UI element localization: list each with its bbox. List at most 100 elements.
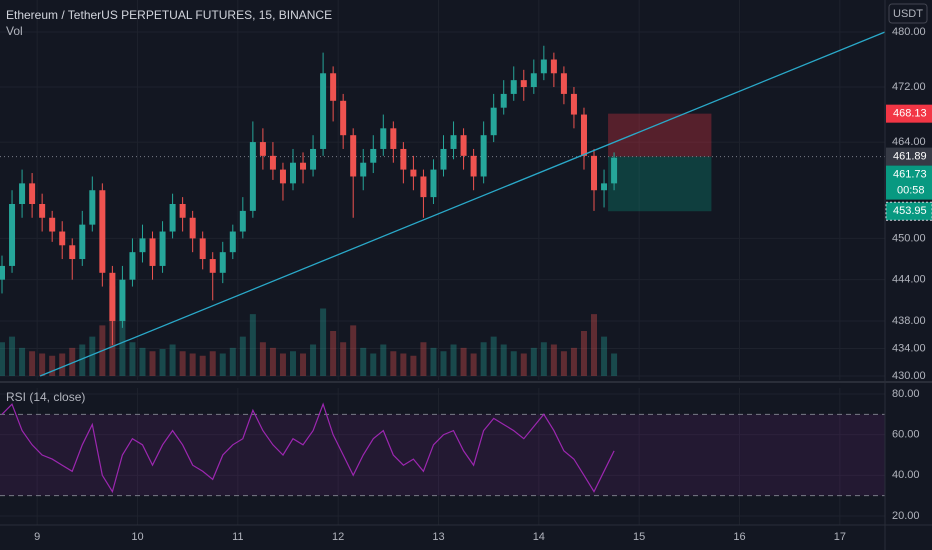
candle-body xyxy=(219,252,226,273)
volume-bar xyxy=(249,314,256,376)
volume-bar xyxy=(611,353,618,376)
volume-bar xyxy=(300,353,307,376)
volume-bar xyxy=(0,342,6,376)
x-tick-label: 10 xyxy=(131,531,143,543)
countdown: 00:58 xyxy=(897,185,925,197)
x-tick-label: 16 xyxy=(733,531,745,543)
volume-bar xyxy=(460,347,467,376)
candle-body xyxy=(129,252,136,280)
volume-bar xyxy=(149,351,156,376)
volume-bar xyxy=(530,347,537,376)
price-tag-label: 453.95 xyxy=(893,205,927,217)
candle-body xyxy=(89,190,96,225)
rsi-label: RSI (14, close) xyxy=(6,390,85,404)
candle-body xyxy=(239,210,246,232)
price-tag xyxy=(885,201,932,221)
x-tick-label: 14 xyxy=(533,531,545,543)
candle-body xyxy=(99,190,106,273)
volume-bar xyxy=(350,325,357,376)
y-tick-label: 464.00 xyxy=(892,136,926,148)
volume-bar xyxy=(69,347,76,376)
candle-body xyxy=(510,80,517,94)
candle-body xyxy=(119,279,126,321)
candle-body xyxy=(259,142,266,156)
volume-bar xyxy=(330,331,337,376)
position-stop-zone xyxy=(608,156,712,212)
x-tick-label: 9 xyxy=(34,531,40,543)
y-tick-label: 480.00 xyxy=(892,26,926,38)
price-tag-label: 461.89 xyxy=(893,151,927,163)
plot xyxy=(0,31,886,494)
candle-body xyxy=(450,135,457,149)
volume-bar xyxy=(400,353,407,376)
volume-bar xyxy=(540,342,547,376)
candle-body xyxy=(159,231,166,266)
candle-body xyxy=(340,100,347,136)
candle-body xyxy=(560,73,567,94)
candle-body xyxy=(440,148,447,170)
candle-body xyxy=(69,245,76,260)
volume-bar xyxy=(79,344,86,376)
x-tick-label: 11 xyxy=(232,531,243,543)
volume-bar xyxy=(189,353,196,376)
candle-body xyxy=(249,142,256,211)
candle-body xyxy=(400,148,407,170)
currency-button[interactable] xyxy=(888,3,928,24)
volume-bar xyxy=(560,351,567,376)
volume-bar xyxy=(29,351,36,376)
candle-body xyxy=(380,128,387,149)
candle-body xyxy=(9,204,16,266)
volume-bar xyxy=(139,347,146,376)
candle-body xyxy=(490,107,497,136)
y-tick-label: 430.00 xyxy=(892,370,926,382)
candle-body xyxy=(540,59,547,74)
volume-bar xyxy=(580,331,587,376)
candle-body xyxy=(470,155,477,177)
volume-bar xyxy=(430,347,437,376)
candle-body xyxy=(330,73,337,101)
candle-body xyxy=(350,135,357,177)
candle-body xyxy=(420,176,427,198)
candle-body xyxy=(500,93,507,108)
volume-bar xyxy=(440,351,447,376)
volume-bar xyxy=(19,347,26,376)
y-tick-label: 438.00 xyxy=(892,315,926,327)
x-tick-label: 12 xyxy=(332,531,344,543)
candle-body xyxy=(79,224,86,260)
candle-body xyxy=(49,217,56,232)
candle-body xyxy=(189,217,196,239)
volume-bar xyxy=(199,355,206,376)
rsi-line xyxy=(1,402,615,494)
price-tag xyxy=(886,104,932,123)
volume-bar xyxy=(310,344,317,376)
volume-bar xyxy=(269,347,276,376)
volume-bar xyxy=(89,336,96,376)
candle-body xyxy=(310,148,317,170)
price-tag-label: 461.73 xyxy=(893,169,927,181)
candle-body xyxy=(39,204,46,218)
rsi-tick-label: 80.00 xyxy=(892,388,920,400)
volume-bar xyxy=(39,353,46,376)
candle-body xyxy=(229,231,236,253)
volume-bar xyxy=(289,351,296,376)
volume-bar xyxy=(59,353,66,376)
rsi-tick-label: 40.00 xyxy=(892,469,920,481)
candle-body xyxy=(430,169,437,198)
volume-bar xyxy=(420,342,427,376)
y-tick-label: 450.00 xyxy=(892,232,926,244)
volume-bar xyxy=(490,336,497,376)
x-tick-label: 13 xyxy=(432,531,444,543)
candle-body xyxy=(360,162,367,177)
volume-bar xyxy=(259,342,266,376)
candle-body xyxy=(591,155,598,191)
candle-body xyxy=(530,73,537,88)
x-tick-label: 17 xyxy=(834,531,846,543)
price-tag xyxy=(886,147,932,166)
candle-body xyxy=(29,183,36,205)
volume-bar xyxy=(9,336,16,376)
candle-body xyxy=(139,238,146,253)
candle-body xyxy=(300,162,307,170)
volume-bar xyxy=(601,336,608,376)
currency[interactable]: USDT xyxy=(893,8,923,20)
